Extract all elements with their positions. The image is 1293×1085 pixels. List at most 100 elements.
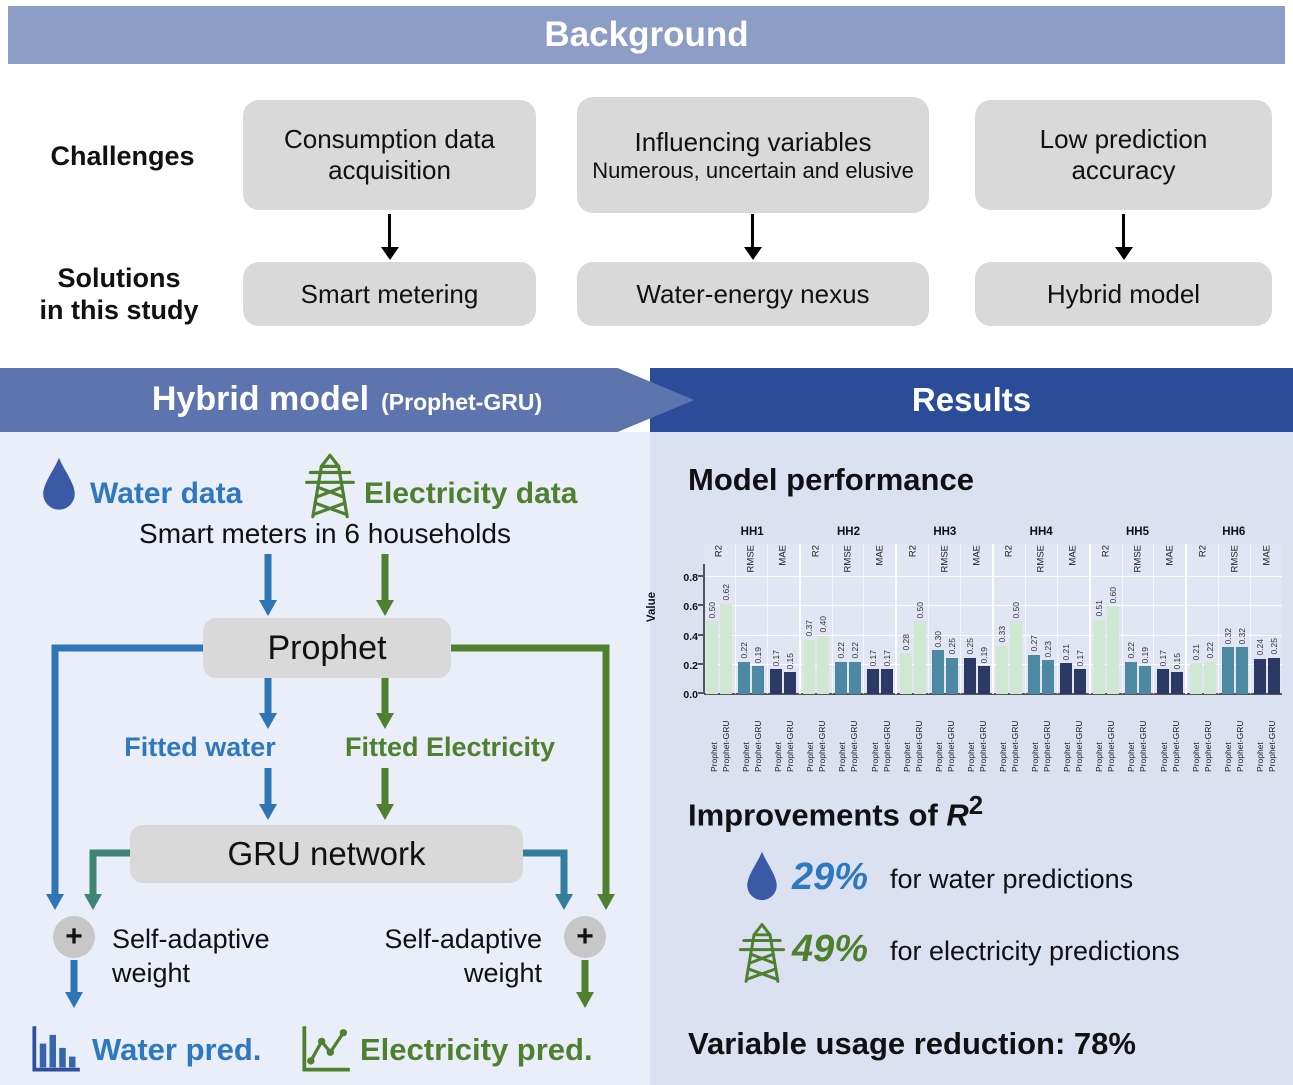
chart-y-tick-label: 0.4	[683, 630, 698, 643]
background-header: Background	[8, 6, 1285, 64]
chart-metric-label: MAE	[1164, 545, 1176, 566]
chart-model-label: Prophet	[1094, 742, 1105, 772]
chart-x-label-cell: Prophet Prophet-GRU	[800, 694, 832, 773]
chart-bar: 0.15	[1170, 653, 1183, 694]
chart-model-label: Prophet	[901, 742, 912, 772]
chart-y-axis-title: Value	[646, 592, 658, 623]
chart-model-label: Prophet	[1222, 742, 1233, 772]
chart-household-row: HH1 HH2 HH3 HH4 HH5 HH6	[704, 526, 1282, 542]
self-adaptive-line1: Self-adaptive	[112, 924, 270, 954]
chart-y-tick-label: 0.8	[683, 572, 698, 585]
chart-facet: RMSE 0.32 0.32	[1218, 544, 1250, 694]
chart-household-label: HH3	[933, 526, 957, 538]
chart-bar: 0.37	[803, 620, 816, 694]
challenges-label: Challenges	[50, 141, 195, 171]
chart-bar: 0.15	[784, 653, 797, 694]
chart-bar-value-label: 0.19	[978, 646, 989, 664]
chart-bar: 0.32	[1221, 628, 1234, 694]
chart-metric-label: RMSE	[1229, 545, 1241, 573]
chart-model-label: Prophet	[1030, 742, 1041, 772]
chart-household-label: HH2	[836, 526, 860, 538]
water-pred-label: Water pred.	[92, 1032, 262, 1067]
chart-x-label-cell: Prophet Prophet-GRU	[865, 694, 897, 773]
chart-bar-value-label: 0.21	[1190, 643, 1201, 661]
hybrid-model-title: Hybrid model	[151, 380, 370, 418]
chart-metric-label: MAE	[1067, 545, 1079, 566]
challenge-box-variables: Influencing variables Numerous, uncertai…	[577, 97, 929, 213]
chart-household-label: HH1	[740, 526, 764, 538]
chart-bar-group: 0.37 0.40	[801, 570, 832, 694]
chart-x-axis-line	[704, 693, 1282, 695]
chart-y-tick-mark	[698, 575, 704, 578]
challenge-box-title: Low prediction accuracy	[1039, 124, 1208, 185]
chart-metric-label: R2	[907, 545, 919, 558]
chart-bar-value-label: 0.22	[836, 642, 846, 659]
chart-household-label: HH6	[1222, 526, 1246, 538]
chart-bar-value-label: 0.19	[753, 646, 764, 664]
chart-bar: 0.25	[945, 638, 958, 694]
chart-metric-label: RMSE	[745, 545, 757, 573]
chart-bar: 0.25	[963, 638, 976, 694]
r-symbol: R	[946, 797, 969, 833]
flow-arrows	[46, 554, 615, 1008]
water-improvement-text: for water predictions	[890, 864, 1134, 894]
variable-reduction-text: Variable usage reduction: 78%	[688, 1026, 1136, 1061]
chart-bar: 0.17	[770, 650, 783, 694]
down-arrow	[388, 214, 391, 247]
chart-model-label: Prophet-GRU	[881, 720, 892, 773]
electricity-data-label: Electricity data	[364, 477, 578, 510]
improvements-title-text: Improvements of	[688, 797, 947, 833]
results-title: Results	[911, 381, 1032, 418]
chart-y-tick-label: 0.2	[683, 659, 698, 672]
chart-facet: MAE 0.21 0.17	[1056, 544, 1089, 694]
chart-x-label-cell: Prophet Prophet-GRU	[704, 694, 736, 773]
chart-metric-label: MAE	[874, 545, 886, 566]
chart-facet: R2 0.37 0.40	[798, 544, 832, 694]
chart-bar-group: 0.24 0.25	[1251, 570, 1282, 694]
chart-bar-value-label: 0.62	[721, 584, 732, 601]
chart-bar-group: 0.22 0.19	[736, 570, 767, 694]
solutions-label: Solutions in this study	[10, 262, 228, 326]
chart-bar: 0.27	[1028, 635, 1041, 694]
chart-bar: 0.17	[1074, 650, 1087, 694]
chart-bar-value-label: 0.60	[1108, 586, 1119, 604]
chart-bar: 0.30	[931, 631, 944, 694]
electricity-improvement-text: for electricity predictions	[890, 936, 1180, 966]
water-data-label: Water data	[90, 477, 243, 510]
chart-model-label: Prophet-GRU	[1138, 720, 1149, 773]
chart-model-label: Prophet-GRU	[1234, 720, 1245, 773]
chart-model-label: Prophet	[1254, 742, 1265, 772]
smart-meters-text: Smart meters in 6 households	[139, 518, 511, 549]
chart-bar: 0.21	[1189, 644, 1202, 694]
chart-model-label: Prophet-GRU	[1170, 720, 1181, 773]
chart-y-tick-mark	[698, 662, 704, 665]
electricity-tower-icon	[738, 923, 786, 983]
chart-bar-value-label: 0.17	[1157, 649, 1168, 667]
chart-bar: 0.50	[706, 602, 719, 694]
chart-bar-value-label: 0.32	[1222, 627, 1233, 645]
chart-bar: 0.32	[1235, 628, 1248, 694]
chart-x-label-cell: Prophet Prophet-GRU	[736, 694, 768, 773]
fitted-electricity-label: Fitted Electricity	[344, 732, 556, 762]
chart-model-label: Prophet-GRU	[849, 720, 860, 773]
chart-bar: 0.40	[817, 616, 830, 694]
chart-bar: 0.19	[977, 647, 990, 694]
chart-bar: 0.22	[1203, 642, 1216, 694]
chart-model-label: Prophet-GRU	[817, 720, 828, 773]
chart-bar-value-label: 0.28	[900, 633, 911, 651]
down-arrow	[751, 214, 754, 247]
chart-bar-group: 0.21 0.17	[1058, 570, 1089, 694]
chart-metric-label: MAE	[971, 545, 983, 566]
challenge-box-consumption: Consumption data acquisition	[243, 100, 536, 210]
chart-bar-value-label: 0.23	[1043, 640, 1054, 658]
plus-icon: +	[576, 920, 594, 953]
chart-y-tick-mark	[698, 633, 704, 636]
chart-bar-group: 0.17 0.17	[864, 570, 895, 694]
chart-bar-group: 0.28 0.50	[897, 570, 928, 694]
water-droplet-icon	[43, 457, 75, 510]
chart-facet: R2 0.50 0.62	[704, 544, 735, 694]
chart-model-label: Prophet-GRU	[785, 720, 796, 773]
chart-facet: RMSE 0.22 0.19	[1121, 544, 1154, 694]
chart-bar-value-label: 0.15	[1171, 652, 1182, 670]
chart-facet: R2 0.28 0.50	[895, 544, 928, 694]
